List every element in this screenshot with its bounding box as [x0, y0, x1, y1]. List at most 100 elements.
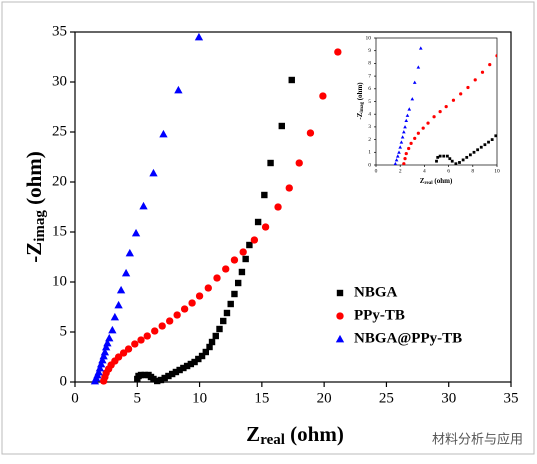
marker-square: [278, 122, 285, 130]
marker-circle: [114, 353, 123, 361]
marker-square: [515, 96, 518, 99]
marker-triangle: [416, 65, 421, 69]
marker-triangle: [399, 140, 404, 144]
x-tick-label: 4: [423, 169, 426, 175]
marker-circle: [158, 322, 166, 330]
marker-square: [479, 145, 483, 149]
marker-triangle: [95, 363, 105, 372]
marker-square: [198, 352, 206, 360]
marker-circle: [416, 131, 420, 135]
marker-triangle: [424, 25, 428, 28]
y-tick-label: 0: [368, 162, 371, 168]
marker-triangle: [149, 168, 158, 177]
marker-triangle: [418, 46, 423, 50]
marker-circle: [488, 63, 492, 67]
marker-square: [505, 119, 508, 122]
marker-triangle: [139, 201, 148, 210]
plot-frame: [375, 37, 498, 166]
marker-circle: [409, 141, 413, 146]
marker-triangle: [398, 145, 403, 149]
legend-label: PPy-TB: [354, 307, 405, 323]
x-tick-label: 2: [399, 169, 402, 175]
marker-square: [176, 366, 183, 374]
x-tick-label: 0: [71, 390, 79, 406]
marker-circle: [165, 317, 174, 325]
marker-square: [246, 241, 253, 249]
marker-circle: [512, 31, 515, 34]
marker-square: [187, 360, 195, 368]
marker-circle: [119, 349, 128, 357]
marker-triangle: [410, 97, 415, 101]
marker-circle: [504, 44, 507, 47]
marker-circle: [213, 274, 221, 282]
marker-triangle: [412, 80, 417, 84]
marker-square: [212, 332, 219, 340]
y-tick-label: 25: [52, 123, 67, 139]
marker-triangle: [116, 285, 126, 294]
marker-square: [448, 157, 452, 161]
marker-triangle: [98, 355, 107, 364]
marker-circle: [131, 340, 139, 348]
y-tick-label: 10: [366, 35, 372, 41]
points: [90, 32, 342, 385]
watermark: 材料分析与应用: [432, 432, 523, 448]
marker-circle: [444, 104, 448, 109]
marker-square: [216, 325, 223, 333]
marker-square: [223, 309, 231, 317]
marker-square: [435, 159, 438, 163]
marker-circle: [204, 284, 212, 292]
marker-square: [487, 140, 490, 144]
marker-circle: [285, 184, 293, 192]
legend-marker: [336, 289, 344, 297]
marker-square: [234, 279, 242, 287]
marker-circle: [334, 48, 342, 56]
marker-circle: [473, 78, 477, 82]
marker-square: [483, 143, 487, 147]
y-tick-label: 3: [368, 124, 371, 130]
marker-circle: [402, 162, 406, 165]
y-tick-label: 20: [52, 173, 67, 189]
marker-circle: [495, 54, 497, 58]
marker-circle: [426, 121, 430, 125]
plot-frame: [74, 31, 512, 383]
x-tick-label: 5: [134, 390, 142, 406]
marker-circle: [407, 146, 411, 151]
marker-square: [454, 162, 458, 165]
marker-circle: [137, 336, 145, 344]
marker-circle: [319, 92, 327, 100]
marker-square: [476, 148, 480, 152]
marker-circle: [413, 136, 417, 140]
marker-circle: [451, 98, 456, 102]
marker-triangle: [394, 158, 399, 162]
marker-square: [227, 300, 234, 308]
marker-triangle: [125, 248, 134, 257]
y-tick-label: 2: [368, 137, 371, 143]
marker-square: [261, 191, 268, 199]
marker-square: [472, 150, 476, 154]
marker-square: [195, 355, 202, 363]
outer-border: [1, 1, 535, 455]
marker-circle: [403, 157, 407, 161]
marker-square: [172, 368, 180, 376]
marker-circle: [438, 110, 442, 114]
marker-square: [519, 86, 522, 89]
marker-circle: [432, 115, 436, 119]
marker-circle: [188, 299, 196, 307]
marker-circle: [230, 256, 239, 264]
marker-square: [508, 113, 511, 116]
legend-marker: [336, 312, 344, 320]
marker-circle: [306, 129, 315, 137]
marker-square: [494, 134, 497, 138]
x-tick-label: 30: [441, 390, 456, 406]
marker-triangle: [194, 32, 204, 41]
y-tick-label: 35: [52, 23, 67, 39]
marker-square: [288, 76, 295, 84]
marker-circle: [143, 332, 151, 340]
inset-x-axis-label: Zreal (ohm): [420, 177, 453, 187]
marker-triangle: [393, 161, 398, 165]
marker-circle: [421, 126, 425, 130]
x-tick-label: 8: [471, 169, 474, 175]
marker-circle: [274, 203, 282, 211]
marker-square: [206, 343, 213, 351]
marker-triangle: [407, 107, 412, 111]
